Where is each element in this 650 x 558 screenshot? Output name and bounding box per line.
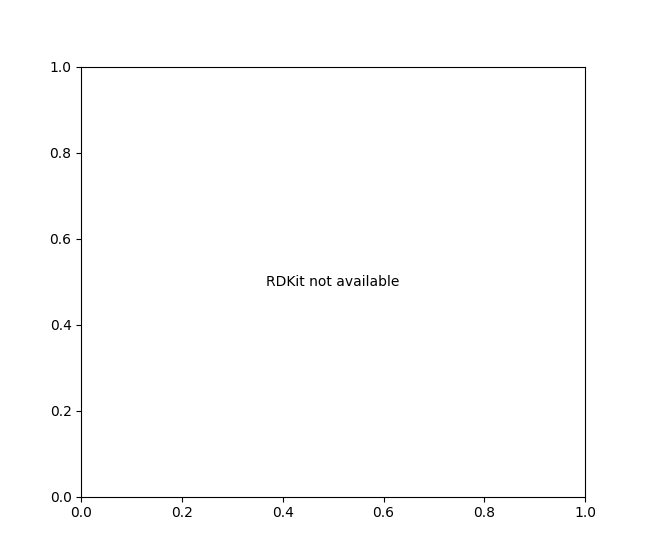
Text: RDKit not available: RDKit not available	[266, 275, 400, 289]
